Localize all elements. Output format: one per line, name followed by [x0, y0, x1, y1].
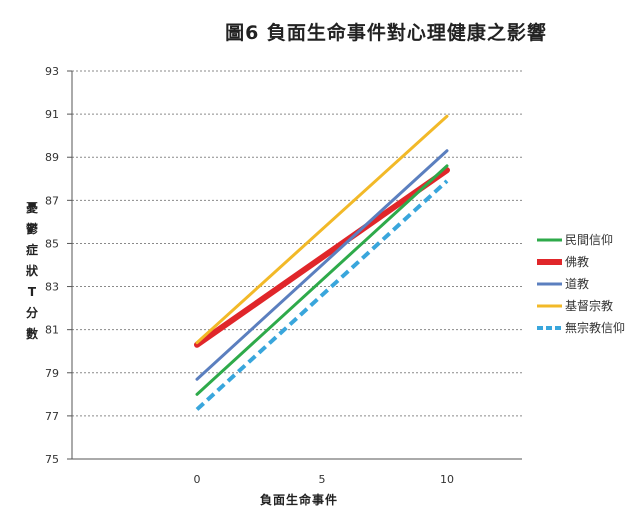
- y-tick-label: 89: [45, 151, 59, 164]
- axes: 75 77 79 81 83 85 87 89 91 93 0 5 10: [45, 65, 522, 486]
- y-tick-label: 79: [45, 367, 59, 380]
- x-tick-label: 0: [194, 473, 201, 486]
- y-axis-label: 憂鬱症狀T分數: [25, 201, 38, 341]
- legend-label: 無宗教信仰: [565, 320, 625, 335]
- legend-label: 道教: [565, 276, 589, 291]
- series-line-1: [195, 164, 449, 396]
- x-axis-label: 負面生命事件: [259, 493, 338, 507]
- chart-title: 圖6 負面生命事件對心理健康之影響: [225, 22, 547, 44]
- y-tick-label: 77: [45, 410, 59, 423]
- series-line-4: [195, 114, 449, 345]
- legend-label: 民間信仰: [565, 232, 613, 247]
- legend-label: 佛教: [565, 254, 589, 269]
- grid-lines: [72, 70, 522, 417]
- y-tick-label: 81: [45, 324, 59, 337]
- y-tick-label: 93: [45, 65, 59, 78]
- legend-label: 基督宗教: [565, 298, 613, 313]
- y-tick-label: 87: [45, 194, 59, 207]
- x-tick-label: 5: [319, 473, 326, 486]
- series-lines: [194, 114, 450, 411]
- series-line-5: [195, 179, 449, 411]
- y-tick-label: 85: [45, 237, 59, 250]
- y-tick-label: 91: [45, 108, 59, 121]
- y-tick-label: 75: [45, 453, 59, 466]
- y-tick-label: 83: [45, 281, 59, 294]
- series-line-2: [194, 167, 450, 348]
- x-tick-label: 10: [440, 473, 454, 486]
- series-line-3: [195, 149, 449, 381]
